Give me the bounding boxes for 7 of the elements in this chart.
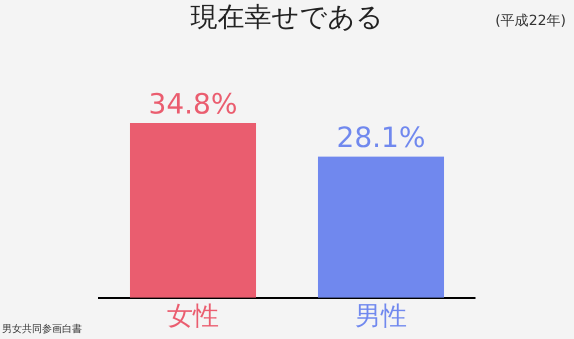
text: (平成22年) [495, 12, 566, 30]
data-label: 28.1% [336, 120, 426, 154]
data-label: 34.8% [148, 87, 238, 120]
text: 男女共同参画白書 [2, 322, 82, 336]
chart-title: 現在幸せである [190, 2, 384, 33]
x-tick-label: 男性 [355, 300, 407, 331]
x-tick-label: 女性 [167, 300, 219, 331]
